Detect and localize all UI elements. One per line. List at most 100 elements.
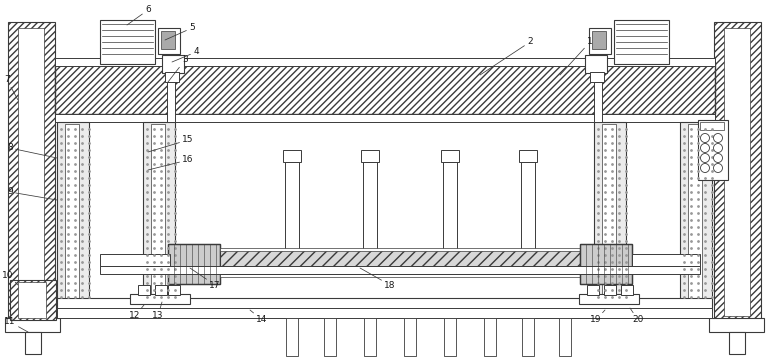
Bar xyxy=(285,252,299,262)
Bar xyxy=(443,162,457,270)
Bar xyxy=(283,150,301,162)
Bar xyxy=(100,254,170,266)
Bar xyxy=(729,332,745,354)
Text: 8: 8 xyxy=(7,143,57,158)
Text: 7: 7 xyxy=(4,76,18,100)
Bar xyxy=(484,318,496,356)
Bar xyxy=(364,318,376,356)
Text: 19: 19 xyxy=(591,310,605,324)
Text: 9: 9 xyxy=(7,188,57,200)
Text: 15: 15 xyxy=(148,135,194,152)
Bar xyxy=(220,248,580,251)
Bar xyxy=(57,298,712,310)
Bar xyxy=(161,31,175,49)
Bar xyxy=(162,55,184,73)
Bar xyxy=(404,318,416,356)
Bar xyxy=(614,20,669,64)
Bar xyxy=(632,254,700,266)
Bar xyxy=(155,285,167,295)
Text: 14: 14 xyxy=(250,310,268,324)
Text: 5: 5 xyxy=(165,24,195,40)
Bar xyxy=(443,252,457,262)
Bar xyxy=(587,285,599,295)
Text: 10: 10 xyxy=(2,270,18,285)
Bar xyxy=(590,72,604,82)
Bar xyxy=(363,252,377,262)
Bar xyxy=(285,162,299,270)
Bar xyxy=(594,82,602,122)
Text: 17: 17 xyxy=(190,268,221,290)
Bar xyxy=(714,22,761,322)
Bar xyxy=(589,28,611,54)
Text: 13: 13 xyxy=(152,302,164,320)
Bar xyxy=(559,318,571,356)
Bar xyxy=(286,318,298,356)
Bar xyxy=(168,244,220,284)
Bar xyxy=(167,82,175,122)
Text: 4: 4 xyxy=(172,47,199,62)
Bar xyxy=(602,124,616,300)
Circle shape xyxy=(701,153,710,163)
Circle shape xyxy=(701,143,710,152)
Bar xyxy=(100,266,700,274)
Bar xyxy=(519,150,537,162)
Bar xyxy=(709,318,764,332)
Circle shape xyxy=(714,134,723,143)
Text: 2: 2 xyxy=(480,38,533,75)
Bar xyxy=(698,120,728,180)
Bar xyxy=(18,282,46,318)
Bar xyxy=(444,318,456,356)
Circle shape xyxy=(701,134,710,143)
Text: 6: 6 xyxy=(127,5,151,25)
Bar xyxy=(57,308,712,318)
Circle shape xyxy=(714,153,723,163)
Bar xyxy=(55,114,715,122)
Bar xyxy=(522,318,534,356)
Text: 16: 16 xyxy=(148,156,194,170)
Bar xyxy=(57,122,89,302)
Bar xyxy=(220,274,580,277)
Bar xyxy=(521,252,535,262)
Bar xyxy=(5,318,60,332)
Bar xyxy=(592,31,606,49)
Text: 18: 18 xyxy=(360,268,396,290)
Bar xyxy=(10,280,56,320)
Bar xyxy=(55,58,715,66)
Bar xyxy=(130,294,190,304)
Bar xyxy=(220,249,580,274)
Bar xyxy=(700,122,724,130)
Bar xyxy=(441,150,459,162)
Bar xyxy=(143,122,175,302)
Bar xyxy=(585,55,607,73)
Bar xyxy=(688,124,702,300)
Bar xyxy=(521,162,535,270)
Bar xyxy=(621,285,633,295)
Text: 1: 1 xyxy=(560,38,593,75)
Bar xyxy=(138,285,150,295)
Bar xyxy=(158,28,180,54)
Bar xyxy=(18,28,44,316)
Bar xyxy=(604,285,616,295)
Bar xyxy=(724,28,750,316)
Bar xyxy=(151,124,165,300)
Circle shape xyxy=(701,164,710,173)
Bar xyxy=(361,150,379,162)
Bar xyxy=(580,244,632,284)
Text: 20: 20 xyxy=(630,308,644,324)
Bar xyxy=(168,285,180,295)
Bar xyxy=(680,122,712,302)
Bar xyxy=(363,162,377,270)
Bar xyxy=(324,318,336,356)
Bar xyxy=(579,294,639,304)
Bar xyxy=(55,62,715,114)
Text: 11: 11 xyxy=(5,317,28,332)
Bar xyxy=(65,124,79,300)
Circle shape xyxy=(714,164,723,173)
Bar xyxy=(25,332,41,354)
Bar xyxy=(165,72,179,82)
Text: 12: 12 xyxy=(129,305,144,320)
Bar xyxy=(8,22,55,322)
Bar xyxy=(594,122,626,302)
Circle shape xyxy=(714,143,723,152)
Bar xyxy=(168,244,220,284)
